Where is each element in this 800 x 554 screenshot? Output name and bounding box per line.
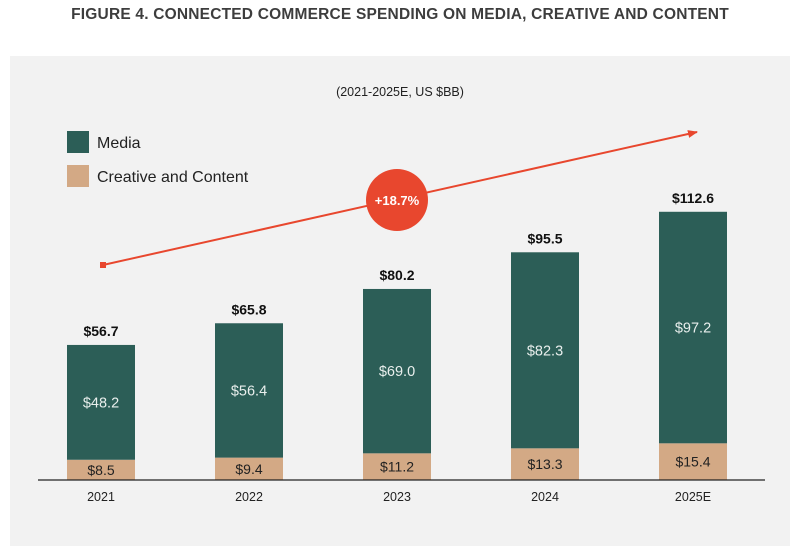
bars-group: $8.5 $48.2 $56.7 2021 $9.4 $56.4 $65.8 2022 $11.… — [67, 190, 727, 504]
data-label-total: $95.5 — [527, 230, 562, 246]
bar-segment-creative-content — [67, 459, 135, 480]
bar-segment-creative-content — [659, 443, 727, 480]
bar-segment-media — [659, 211, 727, 444]
data-label-media: $69.0 — [379, 364, 415, 380]
data-label-total: $112.6 — [672, 190, 714, 206]
data-label-media: $56.4 — [231, 383, 267, 399]
data-label-creative-content: $8.5 — [87, 462, 114, 478]
bar-segment-media — [215, 323, 283, 458]
data-label-media: $48.2 — [83, 395, 119, 411]
growth-rate-badge — [366, 169, 428, 231]
bar-segment-media — [363, 288, 431, 454]
bar-segment-media — [67, 344, 135, 460]
data-label-media: $97.2 — [675, 321, 711, 337]
bar-segment-creative-content — [215, 457, 283, 480]
x-tick-label: 2024 — [531, 490, 559, 504]
bar-segment-media — [511, 252, 579, 449]
chart-subtitle: (2021-2025E, US $BB) — [336, 85, 464, 99]
x-tick-label: 2022 — [235, 490, 263, 504]
bar-segment-creative-content — [363, 453, 431, 480]
data-label-total: $56.7 — [83, 323, 118, 339]
data-label-creative-content: $13.3 — [527, 456, 562, 472]
figure-title: FIGURE 4. CONNECTED COMMERCE SPENDING ON… — [71, 6, 729, 23]
x-tick-label: 2025E — [675, 490, 711, 504]
data-label-total: $65.8 — [231, 301, 266, 317]
legend-swatch-creative-content — [67, 165, 89, 187]
data-label-creative-content: $11.2 — [380, 459, 414, 475]
legend-swatch-media — [67, 131, 89, 153]
x-tick-label: 2023 — [383, 490, 411, 504]
bar-segment-creative-content — [511, 448, 579, 480]
legend-label-creative-content: Creative and Content — [97, 169, 249, 186]
legend-label-media: Media — [97, 135, 141, 152]
growth-trend-start-marker — [100, 262, 106, 268]
data-label-creative-content: $9.4 — [235, 461, 262, 477]
data-label-creative-content: $15.4 — [675, 454, 710, 470]
x-tick-label: 2021 — [87, 490, 115, 504]
growth-rate-label: +18.7% — [375, 193, 420, 208]
data-label-total: $80.2 — [379, 267, 414, 283]
data-label-media: $82.3 — [527, 343, 563, 359]
